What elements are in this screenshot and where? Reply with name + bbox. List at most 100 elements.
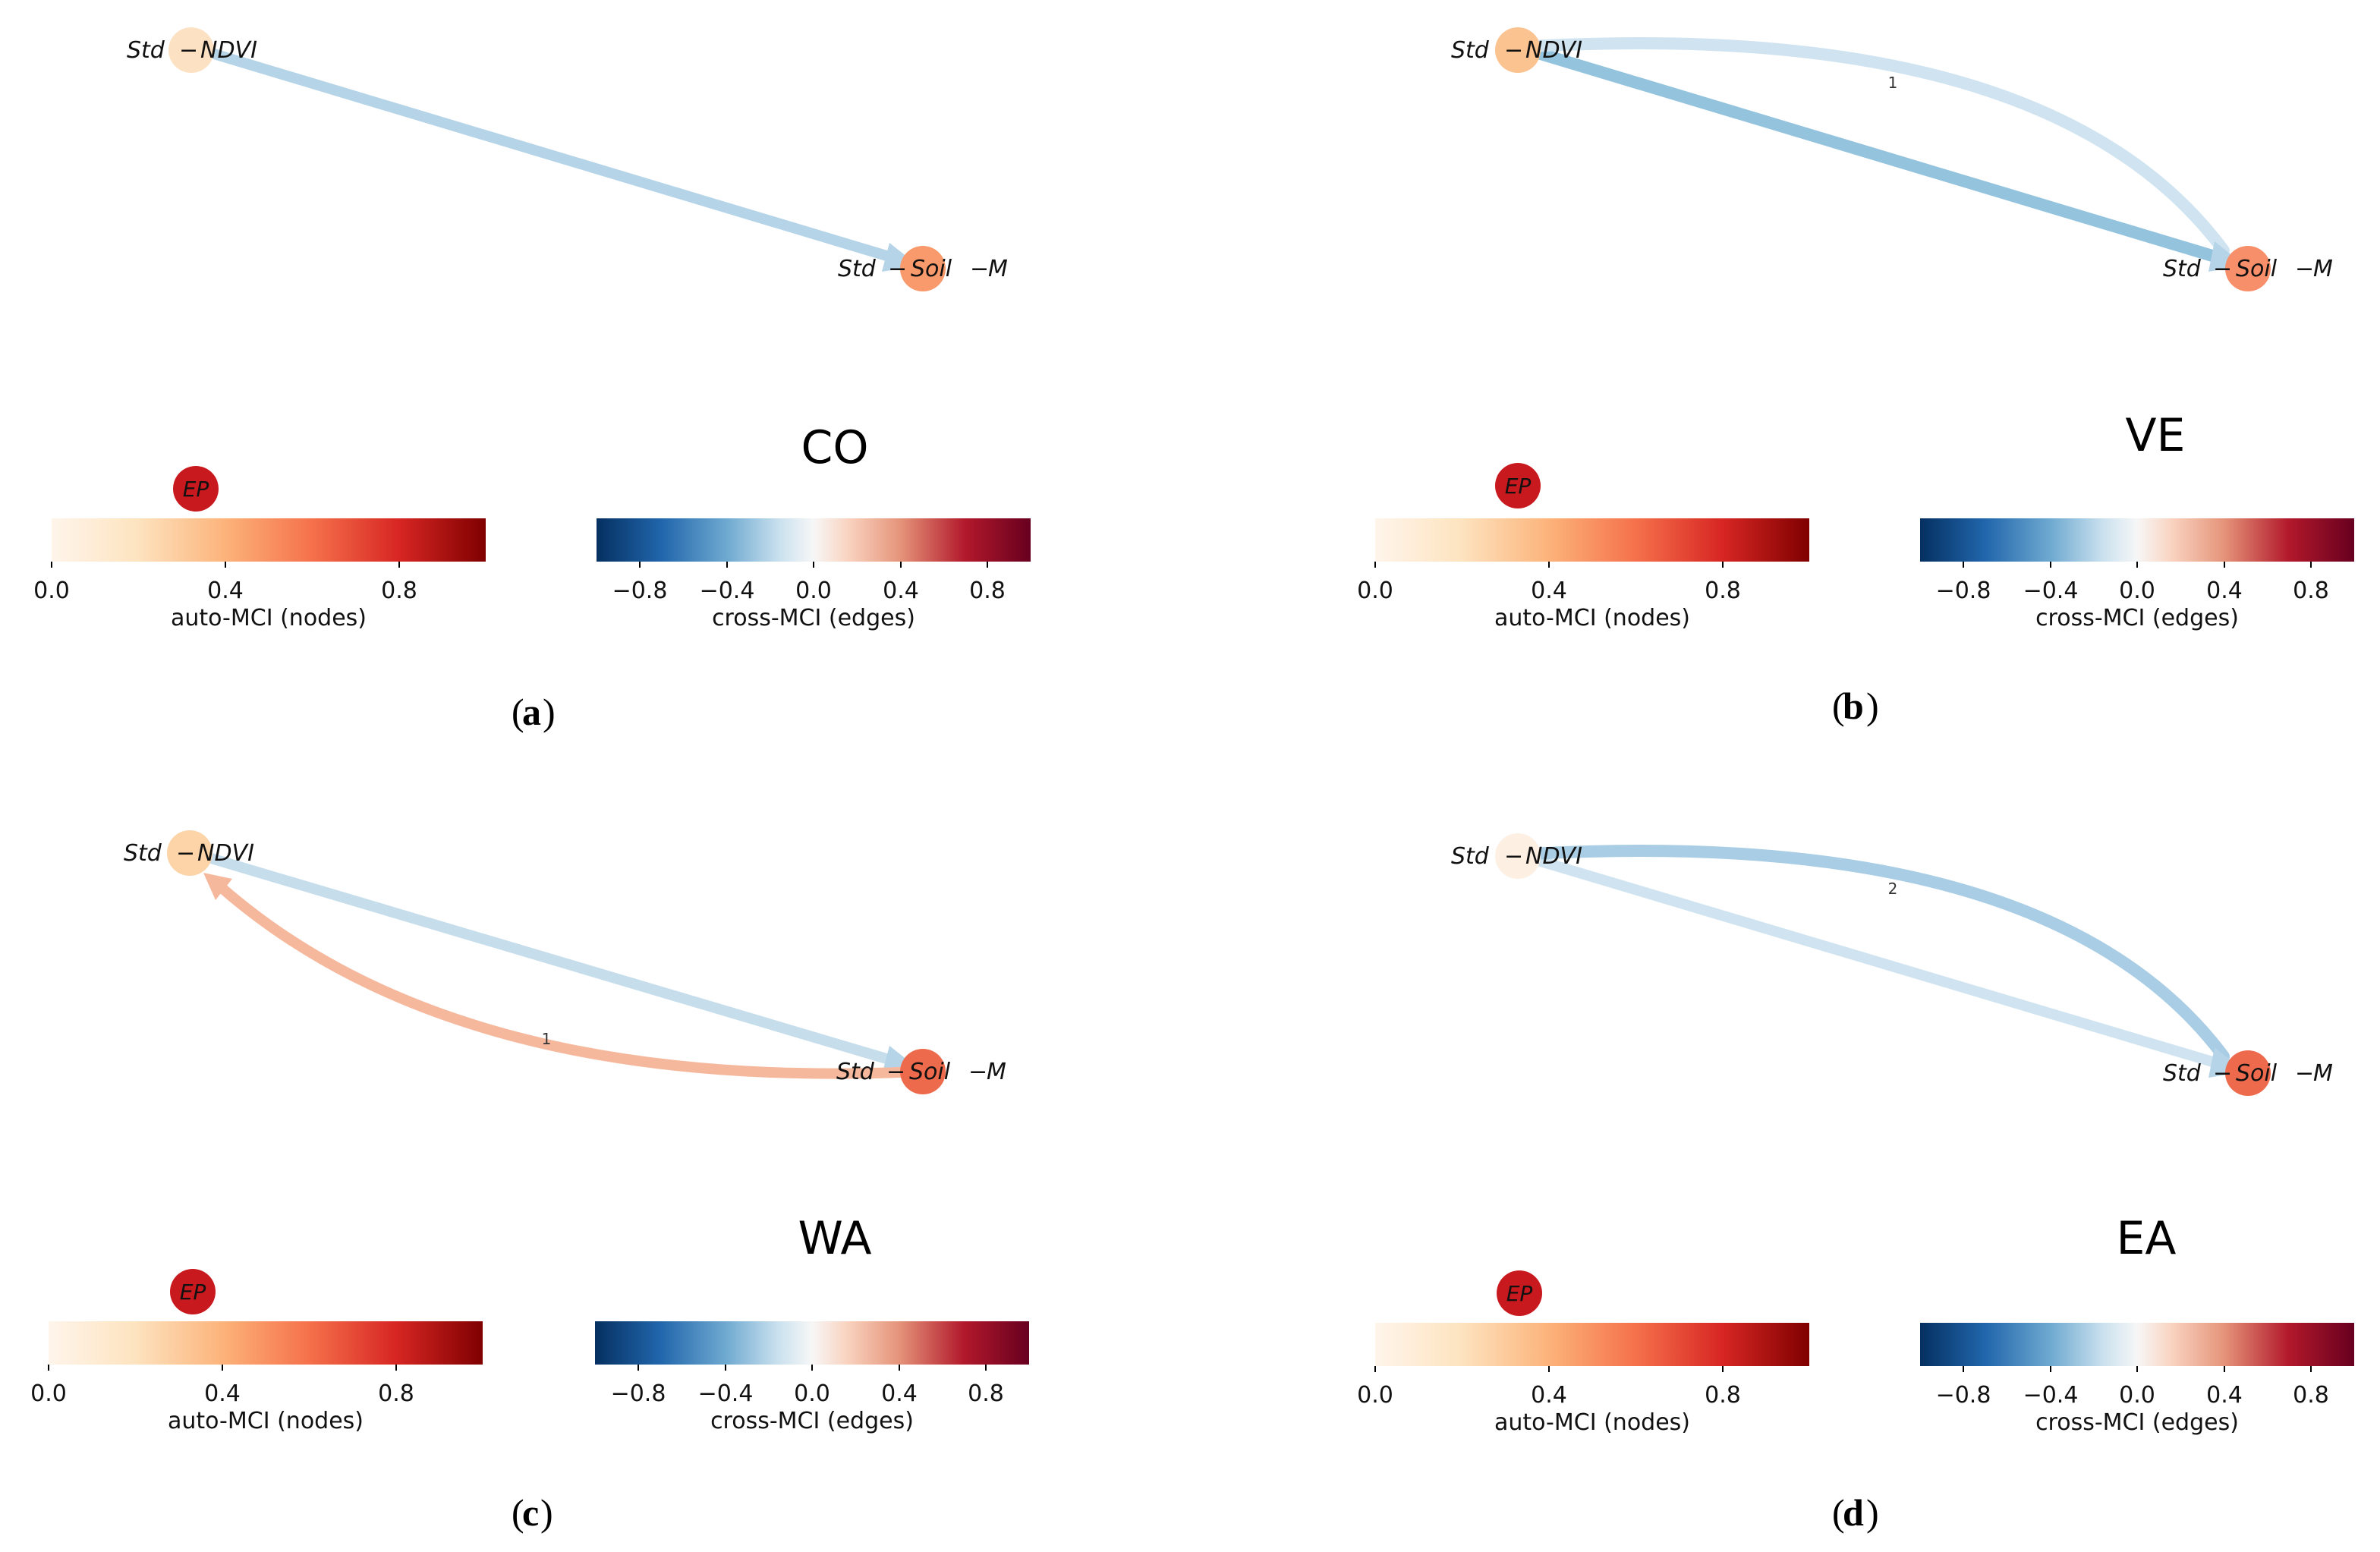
cross-ticklabel-b-2: 0.0 — [2119, 578, 2155, 604]
cross-ticklabel-c-2: 0.0 — [794, 1380, 830, 1407]
svg-text:(: ( — [512, 1491, 524, 1534]
auto-ticklabel-b-1: 0.4 — [1531, 578, 1567, 604]
auto-colorbar-c — [49, 1321, 483, 1365]
cross-ticklabel-a-4: 0.8 — [969, 578, 1006, 604]
svg-text:−: − — [2213, 256, 2232, 282]
svg-text:−: − — [886, 1059, 905, 1085]
edge-b-straight — [1512, 41, 2226, 264]
cross-colorbar-b — [1920, 518, 2354, 562]
cross-colorbar-label-a: cross-MCI (edges) — [712, 605, 915, 631]
svg-text:−: − — [970, 256, 989, 282]
panel-c: 1 Std − NDVI Std − Soil − M WA EP 0.0 0.… — [30, 830, 1029, 1534]
auto-ticklabel-c-1: 0.4 — [204, 1380, 241, 1407]
ep-node-c — [170, 1269, 216, 1314]
ep-label-b: EP — [1505, 474, 1532, 499]
cross-ticklabel-a-1: −0.4 — [700, 578, 755, 604]
svg-text:(: ( — [1832, 1491, 1845, 1534]
node-c-ndvi — [167, 830, 212, 876]
svg-text:−: − — [2295, 1060, 2314, 1087]
panel-a: Std − NDVI Std − Soil − M CO EP 0.0 0.4 … — [33, 27, 1031, 733]
caption-c: ( c ) — [512, 1491, 553, 1534]
auto-ticklabel-a-2: 0.8 — [381, 578, 417, 604]
node-label-c-ndvi: Std − NDVI — [124, 840, 254, 867]
svg-text:): ) — [540, 1491, 553, 1534]
cross-ticklabel-b-0: −0.8 — [1936, 578, 1991, 604]
cross-ticklabel-c-3: 0.4 — [881, 1380, 918, 1407]
edge-c-lag-label: 1 — [542, 1030, 552, 1048]
svg-text:b: b — [1843, 685, 1864, 727]
caption-a: ( a ) — [512, 691, 556, 733]
node-label-c-soil: Std − Soil − M — [836, 1059, 1006, 1085]
svg-text:−: − — [1504, 843, 1523, 870]
svg-text:−: − — [2213, 1060, 2232, 1087]
cross-colorbar-a — [597, 518, 1031, 562]
svg-text:d: d — [1843, 1491, 1864, 1534]
cross-ticklabel-a-2: 0.0 — [795, 578, 832, 604]
auto-colorbar-label-a: auto-MCI (nodes) — [171, 605, 367, 631]
cross-ticklabel-d-3: 0.4 — [2206, 1382, 2243, 1409]
cross-ticklabel-d-2: 0.0 — [2119, 1382, 2155, 1409]
region-title-a: CO — [801, 421, 868, 474]
svg-text:NDVI: NDVI — [197, 840, 254, 867]
region-title-d: EA — [2117, 1212, 2177, 1265]
edge-b-curved — [1512, 36, 2230, 257]
edge-d-lag-label: 2 — [1888, 880, 1898, 898]
node-label-d-soil: Std − Soil − M — [2163, 1060, 2333, 1087]
svg-text:): ) — [543, 691, 556, 733]
auto-ticklabel-a-0: 0.0 — [33, 578, 70, 604]
auto-ticklabel-d-2: 0.8 — [1705, 1382, 1741, 1409]
svg-text:Std: Std — [127, 37, 165, 64]
node-label-a-ndvi: Std − NDVI — [127, 37, 257, 64]
region-title-b: VE — [2126, 409, 2186, 462]
svg-text:M: M — [988, 256, 1008, 282]
edge-b-lag-label: 1 — [1888, 74, 1898, 92]
svg-text:Std: Std — [2163, 1060, 2202, 1087]
cross-ticklabel-d-4: 0.8 — [2293, 1382, 2329, 1409]
auto-colorbar-label-d: auto-MCI (nodes) — [1494, 1409, 1690, 1436]
svg-text:NDVI: NDVI — [1525, 843, 1582, 870]
cross-colorbar-c — [595, 1321, 1029, 1365]
auto-ticklabel-d-0: 0.0 — [1357, 1382, 1393, 1409]
auto-colorbar-a — [52, 518, 486, 562]
ep-label-c: EP — [180, 1280, 206, 1305]
auto-ticklabel-a-1: 0.4 — [207, 578, 244, 604]
svg-text:M: M — [2313, 1060, 2333, 1087]
ep-label-d: EP — [1506, 1281, 1533, 1306]
svg-text:−: − — [1504, 37, 1523, 64]
svg-text:Std: Std — [838, 256, 877, 282]
svg-text:Soil: Soil — [2236, 1060, 2278, 1087]
auto-ticklabel-c-0: 0.0 — [30, 1380, 67, 1407]
panel-d: 2 Std − NDVI Std − Soil − M EA EP 0.0 0.… — [1357, 833, 2354, 1534]
svg-text:M: M — [987, 1059, 1006, 1085]
auto-ticklabel-b-2: 0.8 — [1705, 578, 1741, 604]
ep-node-a — [173, 466, 219, 512]
node-b-soil — [2225, 246, 2271, 291]
edge-c-curved — [215, 881, 924, 1079]
svg-text:−: − — [179, 37, 198, 64]
cross-ticklabel-a-3: 0.4 — [883, 578, 919, 604]
node-b-ndvi — [1495, 27, 1541, 73]
auto-ticklabel-b-0: 0.0 — [1357, 578, 1393, 604]
svg-text:Std: Std — [124, 840, 162, 867]
cross-ticklabel-a-0: −0.8 — [612, 578, 668, 604]
cross-colorbar-label-b: cross-MCI (edges) — [2035, 605, 2239, 631]
cross-ticklabel-b-4: 0.8 — [2293, 578, 2329, 604]
cross-ticklabel-d-1: −0.4 — [2023, 1382, 2079, 1409]
auto-colorbar-b — [1375, 518, 1809, 562]
svg-text:a: a — [522, 691, 541, 733]
cross-ticklabel-b-3: 0.4 — [2206, 578, 2243, 604]
node-label-a-soil: Std − Soil − M — [838, 256, 1008, 282]
edge-c-straight — [183, 846, 899, 1066]
svg-text:(: ( — [512, 691, 524, 733]
svg-text:c: c — [522, 1491, 539, 1534]
panel-b: 1 Std − NDVI Std − Soil − M VE EP 0.0 0.… — [1357, 27, 2354, 727]
auto-ticklabel-d-1: 0.4 — [1531, 1382, 1567, 1409]
auto-colorbar-label-b: auto-MCI (nodes) — [1494, 605, 1690, 631]
cross-colorbar-d — [1920, 1323, 2354, 1366]
edge-a-straight — [186, 42, 899, 263]
cross-ticklabel-c-1: −0.4 — [698, 1380, 754, 1407]
svg-text:−: − — [2295, 256, 2314, 282]
auto-colorbar-d — [1375, 1323, 1809, 1366]
node-c-soil — [900, 1049, 946, 1094]
svg-text:Std: Std — [836, 1059, 875, 1085]
